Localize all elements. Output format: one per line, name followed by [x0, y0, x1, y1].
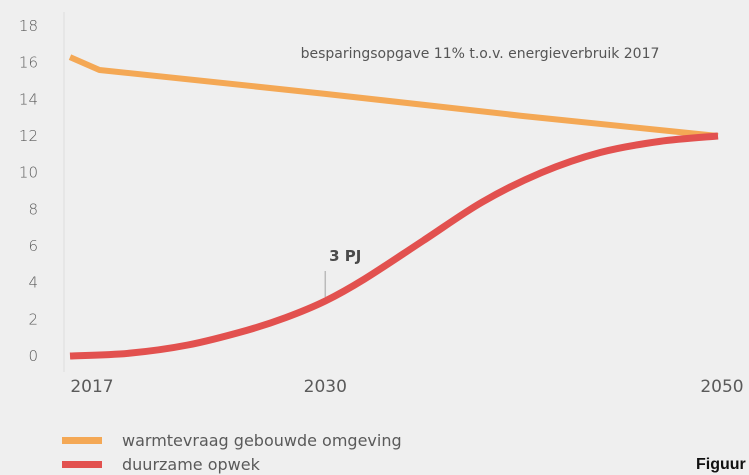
x-tick-label-2017: 2017 [70, 377, 113, 397]
y-axis-ticks: 0 2 4 6 8 10 12 14 16 18 [19, 17, 38, 365]
legend-label-warmtevraag: warmtevraag gebouwde omgeving [122, 430, 402, 450]
y-tick-label-18: 18 [19, 17, 38, 35]
legend: warmtevraag gebouwde omgeving duurzame o… [62, 428, 402, 475]
y-tick-label-0: 0 [28, 347, 38, 365]
data-label-3pj: 3 PJ [329, 247, 361, 265]
x-tick-label-2030: 2030 [304, 377, 347, 397]
y-tick-label-14: 14 [19, 90, 38, 108]
series-line-warmtevraag [68, 54, 719, 139]
y-tick-label-8: 8 [28, 200, 38, 218]
y-tick-label-6: 6 [28, 237, 38, 255]
y-tick-label-10: 10 [19, 164, 38, 182]
legend-item-duurzame-opwek: duurzame opwek [62, 452, 402, 475]
legend-swatch-warmtevraag [62, 436, 102, 444]
series-line-duurzame-opwek [69, 132, 719, 360]
line-chart: 0 2 4 6 8 10 12 14 16 18 2017 2030 2050 besparingso… [19, 12, 744, 397]
legend-item-warmtevraag: warmtevraag gebouwde omgeving [62, 428, 402, 452]
legend-swatch-duurzame-opwek [62, 460, 102, 468]
chart-annotation: besparingsopgave 11% t.o.v. energieverbr… [301, 46, 660, 62]
y-tick-label-2: 2 [28, 310, 38, 328]
x-tick-label-2050: 2050 [700, 377, 743, 397]
y-tick-label-12: 12 [19, 127, 38, 145]
x-axis-ticks: 2017 2030 2050 [70, 377, 743, 397]
y-tick-label-16: 16 [19, 54, 38, 72]
y-tick-label-4: 4 [28, 274, 38, 292]
figure-caption: Figuur 4 [696, 456, 749, 473]
series-lines [68, 54, 719, 360]
legend-label-duurzame-opwek: duurzame opwek [122, 454, 260, 474]
